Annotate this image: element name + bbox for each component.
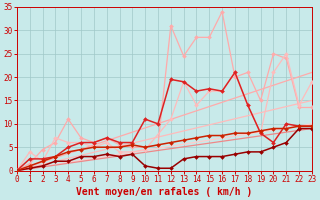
X-axis label: Vent moyen/en rafales ( km/h ): Vent moyen/en rafales ( km/h ) [76, 187, 252, 197]
